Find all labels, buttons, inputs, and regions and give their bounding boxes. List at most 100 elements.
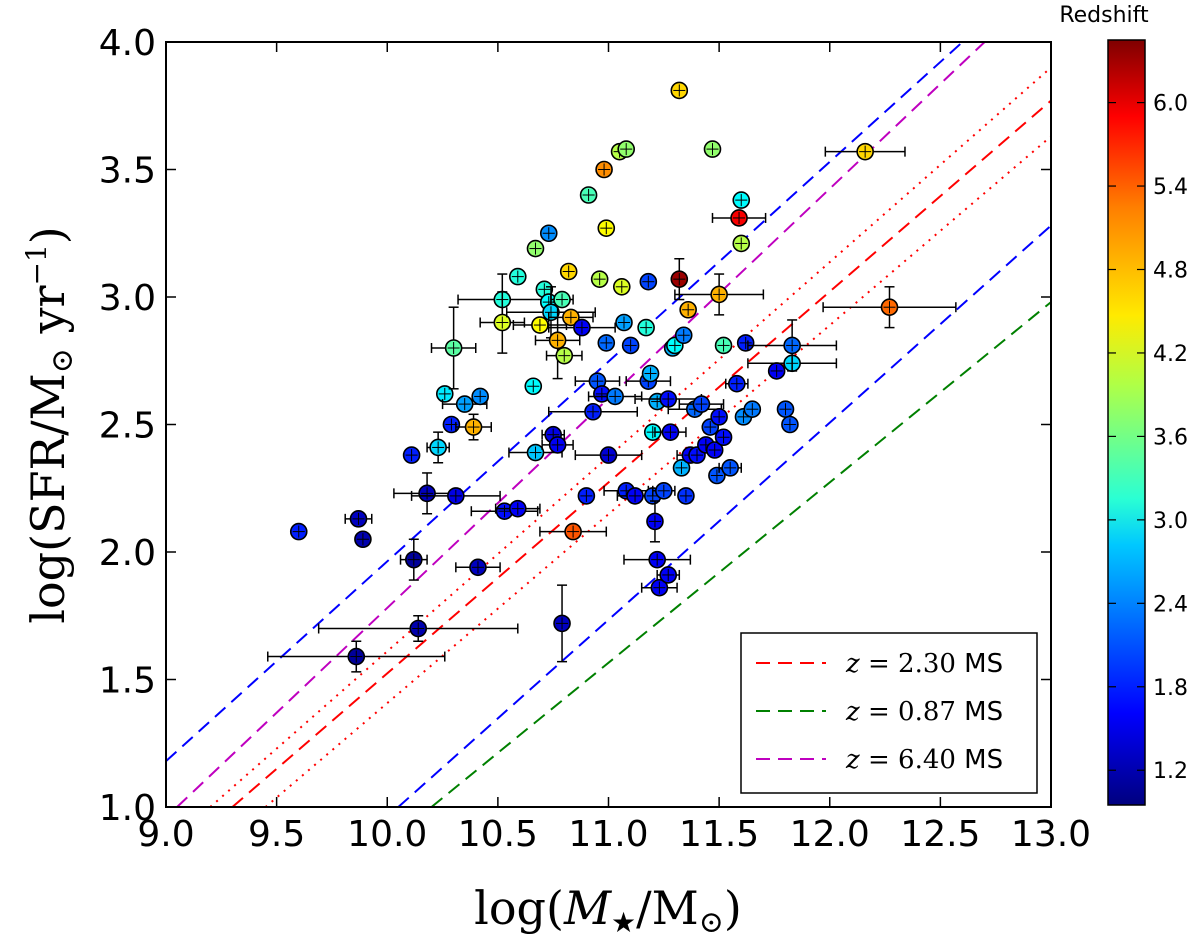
data-point <box>455 413 492 441</box>
data-point <box>548 318 616 337</box>
data-point <box>725 374 749 393</box>
data-point <box>545 346 583 365</box>
colorbar: Redshift 1.2 1.8 2.4 3.0 3.6 4.2 4.8 5.4 6.0 <box>1059 3 1188 806</box>
x-tick-label: 9.0 <box>137 814 194 855</box>
data-point <box>615 313 633 332</box>
x-axis-ticks: 9.0 9.5 10.0 10.5 11.0 11.5 12.0 12.5 13.0 <box>137 42 1091 855</box>
data-point <box>550 290 574 309</box>
x-tick-label: 13.0 <box>1011 814 1091 855</box>
data-point <box>732 191 751 209</box>
y-tick-label: 1.0 <box>99 788 156 829</box>
y-tick-label: 1.5 <box>99 661 156 702</box>
data-point <box>705 441 724 459</box>
y-tick-label: 3.5 <box>99 151 156 192</box>
data-point <box>267 640 446 673</box>
data-point <box>674 273 765 316</box>
colorbar-tick-label: 5.4 <box>1153 175 1188 200</box>
data-point <box>640 578 678 597</box>
data-point <box>595 160 613 179</box>
data-point <box>710 408 728 426</box>
legend-label: z = 0.87 MS <box>845 697 1003 727</box>
data-point <box>553 584 571 663</box>
legend-label: z = 6.40 MS <box>845 745 1003 775</box>
data-point <box>643 423 662 441</box>
x-tick-label: 11.5 <box>679 814 759 855</box>
data-point <box>455 558 501 577</box>
data-point <box>732 234 751 253</box>
x-tick-label: 9.5 <box>248 814 305 855</box>
data-point <box>505 286 596 339</box>
data-point <box>579 186 598 204</box>
data-point <box>639 272 658 291</box>
data-point <box>616 487 654 505</box>
data-point <box>672 459 691 477</box>
data-point <box>767 362 786 380</box>
colorbar-tick-label: 3.0 <box>1153 509 1188 534</box>
data-point <box>637 318 655 337</box>
line-lower-bound <box>397 224 1051 807</box>
data-point <box>781 415 799 434</box>
colorbar-tick-label: 3.6 <box>1153 425 1188 450</box>
line-ms-z-0-87 <box>430 301 1051 807</box>
x-axis-title: log(M★/M⊙) <box>474 881 742 939</box>
data-point <box>652 481 676 500</box>
data-point <box>654 423 687 441</box>
data-point <box>623 550 692 569</box>
data-point <box>711 209 767 227</box>
data-point <box>539 522 608 541</box>
legend-box <box>740 632 1038 794</box>
data-point <box>526 239 545 258</box>
colorbar-tick-label: 4.2 <box>1153 342 1188 367</box>
data-point <box>743 400 762 419</box>
data-point <box>824 142 906 161</box>
data-point <box>670 81 689 100</box>
colorbar-tick-label: 4.8 <box>1153 259 1188 284</box>
colorbar-gradient <box>1108 40 1145 805</box>
data-point <box>548 402 639 421</box>
data-point <box>399 538 428 581</box>
data-point <box>621 336 640 355</box>
x-tick-label: 12.0 <box>790 814 870 855</box>
data-point <box>747 319 838 372</box>
x-tick-label: 11.0 <box>568 814 648 855</box>
data-point <box>442 415 461 434</box>
data-point <box>597 334 616 352</box>
data-point <box>822 286 957 329</box>
y-axis-ticks: 1.0 1.5 2.0 2.5 3.0 3.5 4.0 <box>99 23 1051 829</box>
legend: z = 2.30 MS z = 0.87 MS z = 6.40 MS <box>740 632 1038 794</box>
colorbar-title: Redshift <box>1059 3 1149 28</box>
y-tick-label: 4.0 <box>99 23 156 64</box>
data-points <box>267 81 957 673</box>
data-point <box>656 566 681 584</box>
data-point <box>317 615 519 642</box>
data-point <box>587 387 643 406</box>
data-point <box>674 326 693 345</box>
colorbar-tick-label: 6.0 <box>1153 92 1188 117</box>
data-point <box>679 300 697 319</box>
data-point <box>435 385 454 403</box>
x-tick-label: 10.0 <box>347 814 427 855</box>
data-point <box>289 522 308 541</box>
data-point <box>354 530 372 549</box>
data-point <box>714 428 733 447</box>
data-point <box>718 459 742 477</box>
y-tick-label: 2.0 <box>99 533 156 574</box>
data-point <box>703 140 722 158</box>
data-point <box>577 487 596 505</box>
data-point <box>574 446 643 464</box>
data-point <box>512 316 568 334</box>
data-point <box>677 487 695 505</box>
data-point <box>471 387 489 406</box>
legend-label: z = 2.30 MS <box>845 649 1003 679</box>
data-point <box>426 431 450 464</box>
y-axis-title: log(SFR/M⊙ yr−1) <box>20 226 80 623</box>
colorbar-tick-label: 2.4 <box>1153 592 1188 617</box>
data-point <box>508 267 527 286</box>
data-point <box>736 334 755 352</box>
data-point <box>479 291 526 354</box>
data-point <box>559 262 578 281</box>
data-point <box>541 436 574 454</box>
data-point <box>670 258 689 301</box>
y-tick-label: 3.0 <box>99 278 156 319</box>
data-point <box>393 472 462 515</box>
